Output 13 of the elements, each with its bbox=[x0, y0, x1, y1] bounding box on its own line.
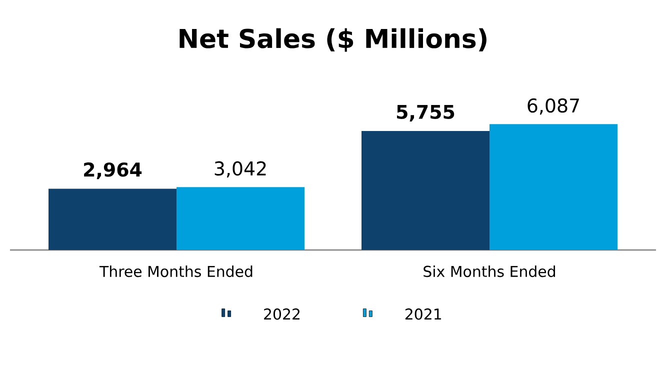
legend-label: 2022 bbox=[264, 308, 300, 320]
data-label: 5,755 bbox=[397, 104, 454, 122]
bar bbox=[490, 124, 618, 250]
x-tick-label: Three Months Ended bbox=[99, 266, 252, 278]
bar bbox=[176, 187, 305, 250]
chart-title: Net Sales ($ Millions) bbox=[180, 28, 486, 52]
data-label: 3,042 bbox=[214, 161, 266, 178]
legend-label: 2021 bbox=[405, 308, 441, 320]
bar bbox=[48, 188, 177, 250]
data-label: 6,087 bbox=[528, 98, 579, 115]
data-label: 2,964 bbox=[84, 162, 142, 180]
x-tick-label: Six Months Ended bbox=[424, 266, 555, 278]
bar bbox=[362, 130, 490, 250]
